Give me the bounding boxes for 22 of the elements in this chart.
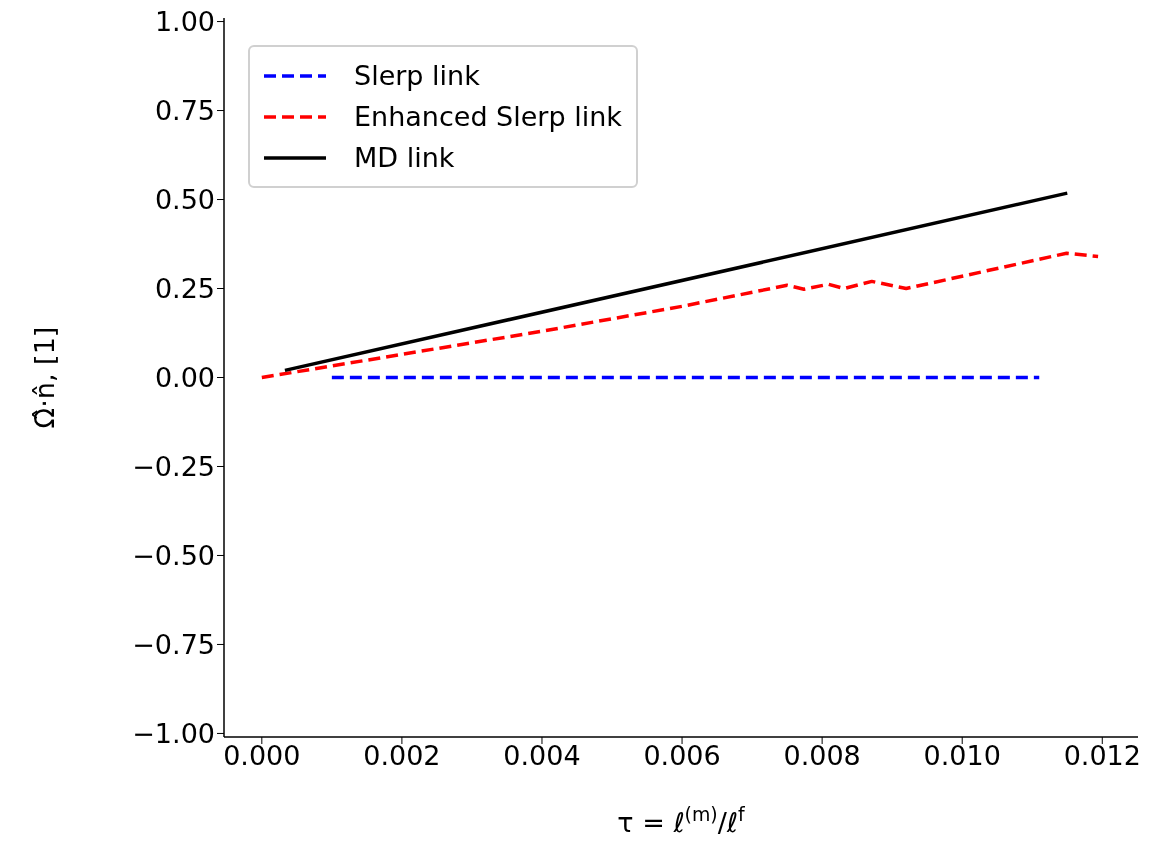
line-series (260, 251, 1100, 380)
legend-label: Enhanced Slerp link (354, 101, 622, 132)
x-axis-title: τ = ℓ$^{(m)}$/ℓ$^{f}$ (617, 803, 746, 838)
x-tick-label: 0.008 (783, 740, 861, 772)
y-tick-label: −1.00 (132, 718, 215, 750)
y-tick-label: −0.50 (132, 540, 215, 572)
x-tick-label: 0.010 (923, 740, 1001, 772)
legend-label: Slerp link (354, 60, 480, 91)
y-tick-label: 0.50 (154, 184, 215, 216)
y-tick-label: 0.25 (154, 273, 215, 305)
x-tick-label: 0.006 (643, 740, 721, 772)
y-tick-label: −0.75 (132, 629, 215, 661)
x-tick-label: 0.012 (1063, 740, 1141, 772)
y-tick-label: −0.25 (132, 451, 215, 483)
x-tick-label: 0.000 (223, 740, 301, 772)
y-axis-title: Ω̂·n̂, [1] (29, 326, 60, 429)
y-tick-label: 1.00 (154, 6, 215, 38)
y-tick-label: 0.75 (154, 95, 215, 127)
legend-label: MD link (354, 142, 455, 173)
x-tick-label: 0.004 (503, 740, 581, 772)
x-tick-label: 0.002 (363, 740, 441, 772)
y-tick-label: 0.00 (154, 362, 215, 394)
